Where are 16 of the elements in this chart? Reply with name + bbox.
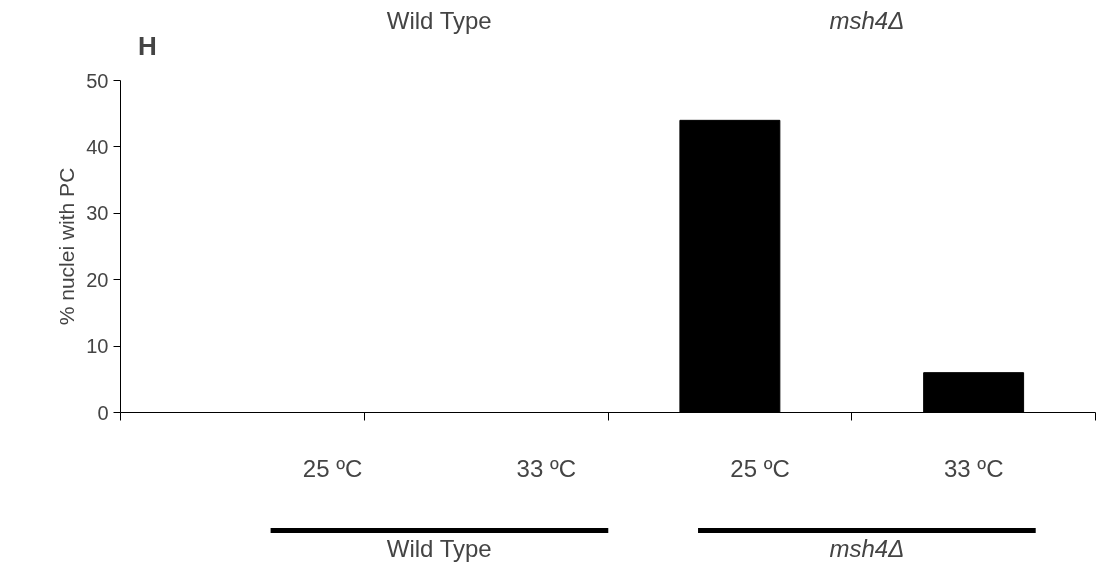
- x-tick-label: 25 ºC: [730, 455, 790, 482]
- text: Wild Type: [386, 7, 492, 34]
- y-tick-label: 30: [86, 202, 109, 225]
- text: msh4Δ: [829, 535, 905, 562]
- y-tick-label: 50: [86, 69, 109, 92]
- x-tick-label: 33 ºC: [944, 455, 1004, 482]
- y-tick-label: 0: [97, 401, 109, 424]
- y-tick-label: 10: [86, 335, 109, 358]
- y-axis-title: % nuclei with PC: [55, 167, 79, 326]
- x-tick-label: 25 ºC: [302, 455, 363, 482]
- y-tick-label: 20: [86, 268, 109, 291]
- text: Wild Type: [386, 535, 492, 562]
- x-tick-label: 33 ºC: [516, 455, 577, 482]
- text: msh4Δ: [829, 7, 905, 34]
- chart-title: H: [138, 30, 157, 61]
- y-tick-label: 40: [86, 135, 109, 158]
